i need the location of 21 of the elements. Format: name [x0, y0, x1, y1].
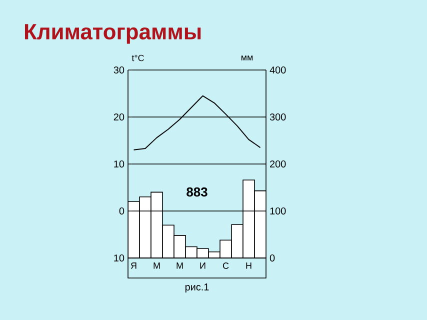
y-tick-label: 10: [114, 254, 124, 262]
y2-axis-title: мм: [241, 56, 253, 60]
y-tick-label: 0: [119, 207, 124, 215]
annotation: 883: [186, 187, 208, 197]
x-tick-label: М: [176, 262, 183, 269]
y-tick-label: 20: [114, 113, 124, 121]
x-tick-label: М: [154, 262, 160, 269]
y2-tick-label: 0: [270, 254, 275, 262]
y2-tick-label: 200: [270, 160, 286, 168]
y-axis-title: t°C: [132, 54, 144, 62]
text: рис.1: [185, 284, 209, 292]
chart-title: Климатограммы: [24, 24, 201, 44]
y2-tick-label: 100: [270, 207, 286, 215]
y-tick-label: 30: [114, 66, 124, 74]
x-tick-label: И: [200, 262, 206, 269]
x-tick-label: Н: [246, 262, 252, 269]
x-tick-label: Я: [130, 262, 136, 269]
x-tick-label: С: [222, 262, 229, 269]
y2-tick-label: 300: [270, 113, 286, 121]
y-tick-label: 10: [114, 160, 124, 168]
y2-tick-label: 400: [270, 66, 286, 74]
